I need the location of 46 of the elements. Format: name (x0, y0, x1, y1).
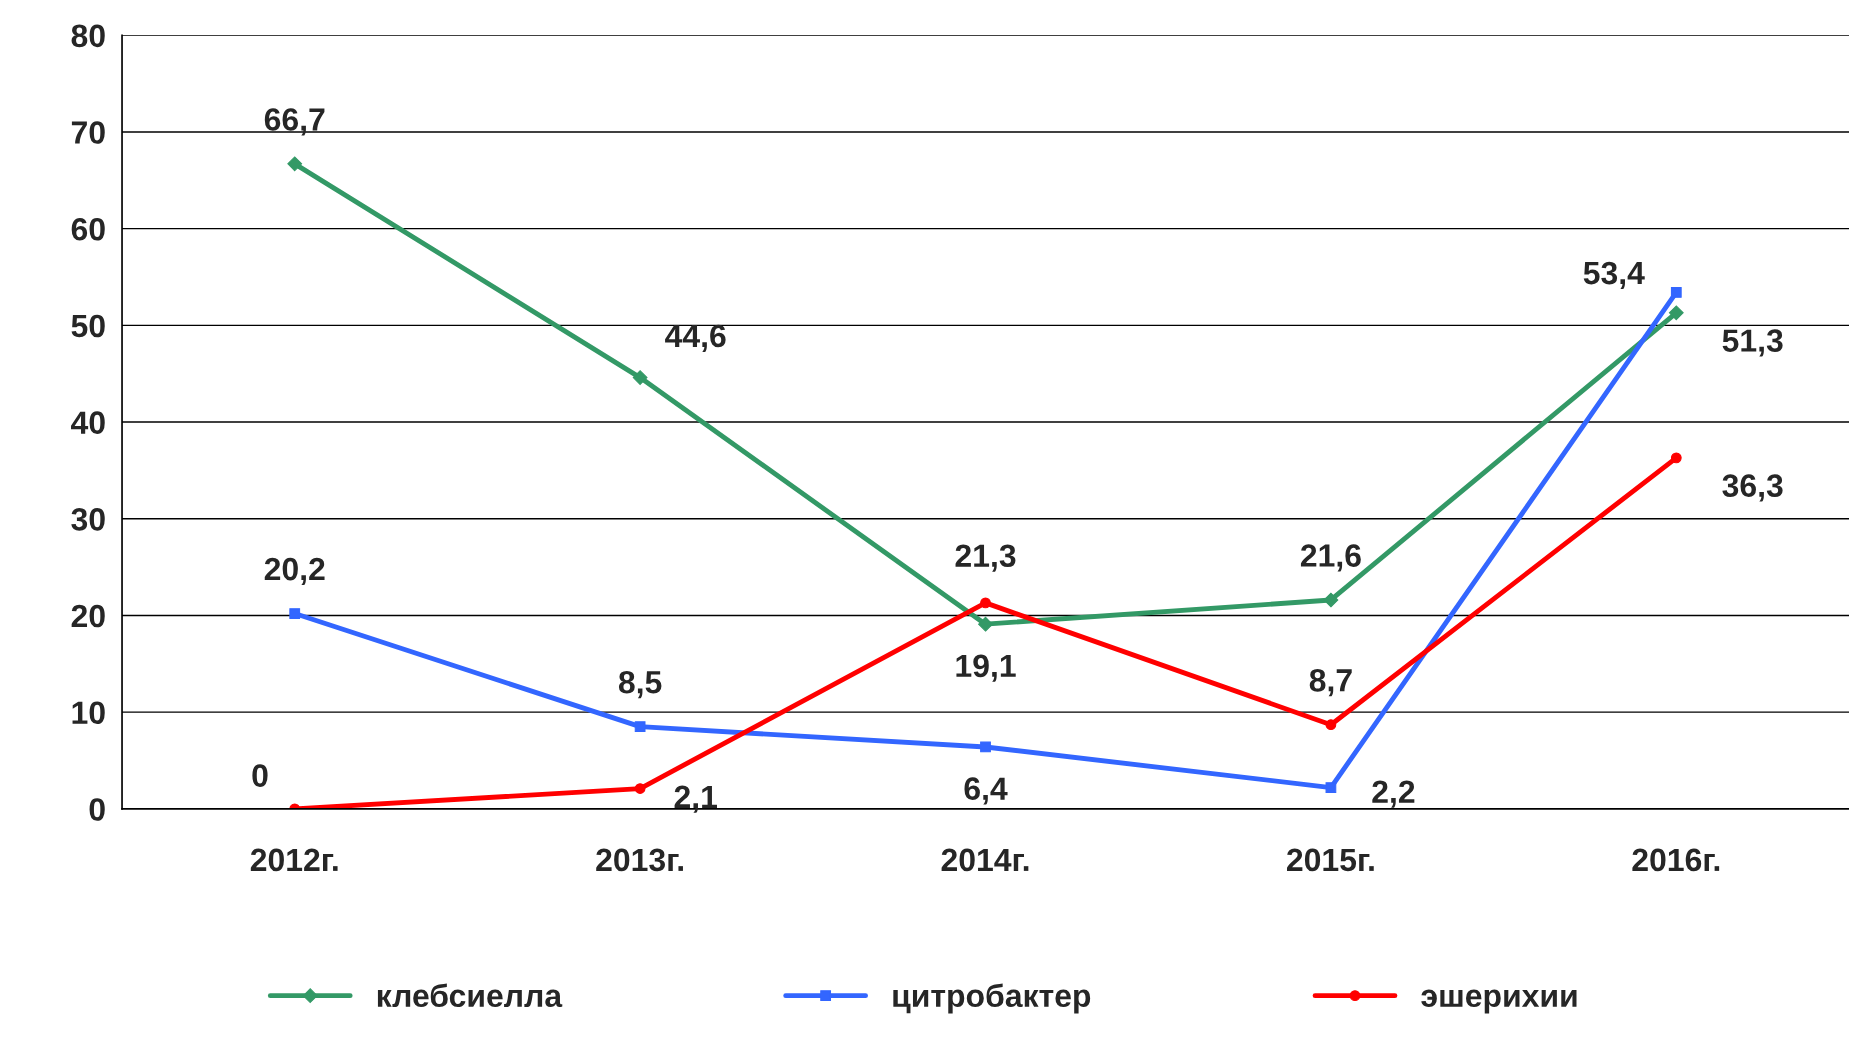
point (1670, 452, 1682, 464)
point (1323, 592, 1339, 608)
x-tick-label: 2016г. (1632, 848, 1720, 872)
y-tick-label: 0 (89, 798, 105, 821)
point (634, 721, 646, 733)
point (1325, 719, 1337, 731)
point (978, 616, 993, 632)
y-tick-label: 80 (71, 24, 105, 48)
legend-label: клебсиелла (377, 983, 563, 1008)
point (289, 608, 301, 619)
point (1670, 287, 1682, 298)
x-tick-label: 2014г. (941, 848, 1029, 872)
data-label: 0 (252, 764, 268, 787)
x-tick-label: 2013г. (596, 848, 683, 872)
point (634, 783, 646, 794)
data-label: 51,3 (1722, 329, 1783, 357)
legend-label: эшерихии (1421, 989, 1577, 1014)
x-tick-label: 2015г. (1287, 848, 1374, 872)
data-label: 8,7 (1309, 669, 1352, 697)
data-label: 20,2 (264, 557, 325, 586)
legend-label: цитробактер (893, 983, 1091, 1014)
data-label: 6,4 (964, 777, 1008, 805)
y-tick-label: 40 (71, 411, 105, 434)
point (980, 741, 991, 753)
data-label: 36,3 (1722, 474, 1783, 502)
data-label: 44,6 (665, 324, 726, 352)
data-label: 2,2 (1372, 780, 1415, 808)
data-label: 66,7 (264, 108, 325, 136)
data-label: 21,3 (955, 544, 1016, 572)
y-tick-label: 20 (71, 604, 105, 628)
y-tick-label: 50 (71, 314, 105, 338)
y-tick-label: 10 (72, 701, 105, 725)
data-label: 8,5 (618, 670, 662, 699)
point (632, 370, 648, 385)
y-tick-label: 30 (71, 508, 105, 531)
point (980, 597, 991, 609)
data-label: 21,6 (1300, 544, 1361, 572)
point (1325, 782, 1337, 793)
x-tick-label: 2012г. (250, 848, 338, 872)
data-label: 19,1 (956, 654, 1016, 682)
y-tick-label: 60 (71, 217, 105, 241)
data-label: 53,4 (1583, 261, 1645, 290)
point (1668, 305, 1684, 321)
point (287, 156, 303, 172)
data-label: 2,1 (674, 785, 717, 813)
y-tick-label: 70 (71, 121, 105, 144)
